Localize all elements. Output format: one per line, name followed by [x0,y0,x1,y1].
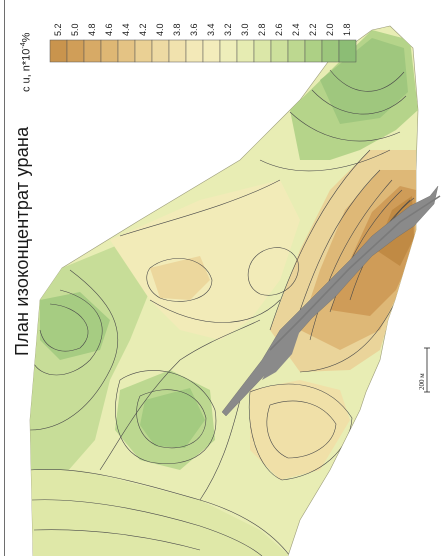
legend-tick-label: 5.0 [70,23,80,36]
scale-bar [424,347,430,393]
isoline [30,269,119,431]
isoline [146,258,213,302]
isoline [266,400,337,459]
legend-tick-label: 2.4 [291,23,301,36]
zone-west-lower [40,292,110,360]
map-title: План изоконцентрат урана [12,126,32,356]
legend-swatch [134,39,153,63]
legend-tick-label: 2.8 [257,23,267,36]
legend-swatch [270,39,289,63]
isoline [299,299,397,373]
isoline [39,303,89,352]
legend-tick-label: 3.0 [240,23,250,36]
legend-tick-label: 2.6 [274,23,284,36]
scale-bar-label: 200 м [418,373,426,390]
legend-tick-label: 3.2 [223,23,233,36]
zone-central [110,180,300,340]
isoline [247,247,299,296]
isoline [33,529,201,551]
legend-swatch [151,39,170,63]
legend-tick-label: 2.0 [325,23,335,36]
legend-tick-label: 4.0 [155,23,165,36]
legend-tick-label: 4.6 [104,23,114,36]
isoline [99,319,261,471]
isoline [269,149,371,331]
zone-southwest-lower [140,388,205,448]
legend-swatch [185,39,204,63]
isoline [259,149,391,172]
legend-swatch [202,39,221,63]
legend-swatch [253,39,272,63]
isoline [149,299,281,323]
isoline [119,179,281,237]
legend-tick-label: 5.2 [53,23,63,36]
legend-tick-label: 3.6 [189,23,199,36]
legend-unit-label: c u, n*10-4% [20,32,33,92]
legend-tick-label: 4.4 [121,23,131,36]
isoline [31,499,263,556]
legend-swatch [66,39,85,63]
isoline [329,189,403,313]
legend-tick-label: 2.2 [308,23,318,36]
legend-swatch [338,39,357,63]
legend-tick-label: 3.8 [172,23,182,36]
legend-swatch [304,39,323,63]
fault-lens [262,330,300,380]
legend-tick-label: 3.4 [206,23,216,36]
isoline [329,69,405,92]
legend-tick-label: 1.8 [342,23,352,36]
isoline [30,469,291,556]
isoline [31,289,103,376]
zone-north-lower [320,38,408,124]
legend-swatch [236,39,255,63]
isoline [311,89,407,115]
isoline [249,383,353,481]
legend-swatch [49,39,68,63]
isoline [289,111,401,142]
fault-line [269,195,441,351]
isoline [309,179,393,341]
concentration-surface [29,25,419,556]
legend-swatch [117,39,136,63]
legend-swatch [287,39,306,63]
fault-zone [221,185,441,417]
legend-swatch [219,39,238,63]
zone-southeast [250,380,350,480]
legend-tick-label: 4.8 [87,23,97,36]
legend-swatch [321,39,340,63]
legend-color-strip [49,39,357,63]
isoline [199,399,241,501]
isoline [136,389,207,449]
legend-tick-label: 4.2 [138,23,148,36]
legend-swatch [100,39,119,63]
isoline [115,370,217,464]
figure-border [4,0,5,556]
zone-central-high [150,256,210,300]
zone-south [30,470,290,556]
legend-swatch [168,39,187,63]
legend-swatch [83,39,102,63]
